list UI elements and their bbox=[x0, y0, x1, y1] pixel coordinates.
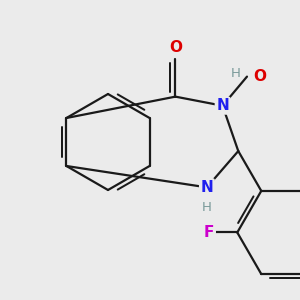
Text: F: F bbox=[204, 225, 214, 240]
Text: O: O bbox=[169, 40, 182, 55]
Text: O: O bbox=[253, 69, 266, 84]
Text: N: N bbox=[200, 180, 213, 195]
Text: N: N bbox=[216, 98, 229, 113]
Text: H: H bbox=[202, 201, 212, 214]
Text: H: H bbox=[231, 67, 241, 80]
